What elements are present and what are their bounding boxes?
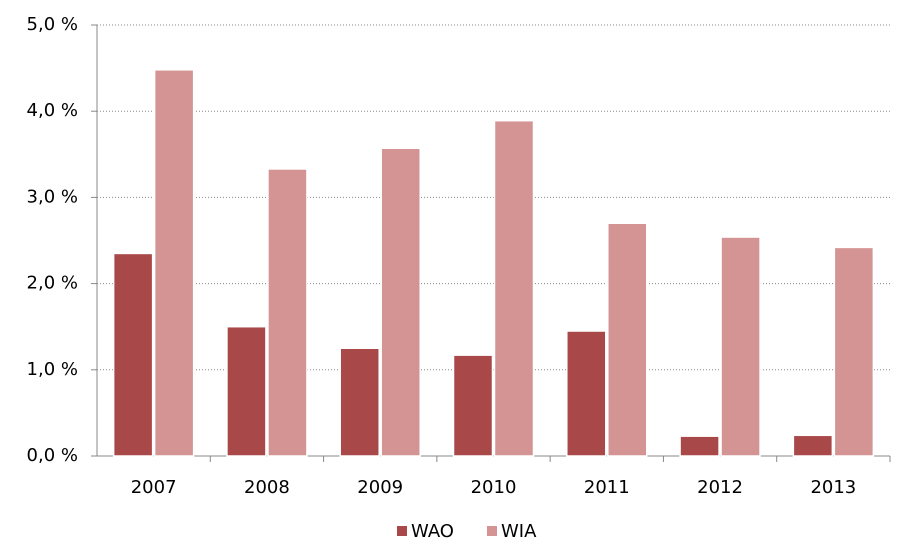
bar bbox=[267, 168, 308, 457]
y-tick-label: 0,0 % bbox=[27, 445, 78, 466]
bar bbox=[566, 330, 607, 457]
bar bbox=[380, 147, 421, 457]
bar bbox=[720, 236, 761, 457]
y-tick-label: 4,0 % bbox=[27, 100, 78, 121]
bar bbox=[607, 222, 648, 457]
legend-label: WIA bbox=[501, 521, 537, 542]
legend-label: WAO bbox=[411, 521, 454, 542]
y-tick-label: 5,0 % bbox=[27, 14, 78, 35]
bar bbox=[452, 354, 494, 457]
legend-swatch bbox=[397, 526, 407, 536]
x-tick-label: 2008 bbox=[244, 477, 290, 498]
x-tick-label: 2011 bbox=[584, 477, 630, 498]
bar bbox=[833, 246, 875, 457]
y-tick-label: 1,0 % bbox=[27, 359, 78, 380]
bar bbox=[792, 434, 834, 457]
x-tick-label: 2009 bbox=[357, 477, 403, 498]
x-tick-label: 2007 bbox=[131, 477, 177, 498]
legend-swatch bbox=[487, 526, 497, 536]
bar bbox=[153, 69, 195, 457]
bar bbox=[339, 347, 380, 457]
y-tick-label: 3,0 % bbox=[27, 186, 78, 207]
bar bbox=[112, 252, 154, 457]
bar bbox=[679, 435, 720, 457]
bar bbox=[493, 119, 535, 457]
x-tick-label: 2013 bbox=[810, 477, 856, 498]
y-tick-label: 2,0 % bbox=[27, 273, 78, 294]
x-tick-label: 2010 bbox=[471, 477, 517, 498]
bar bbox=[226, 325, 267, 457]
x-tick-label: 2012 bbox=[697, 477, 743, 498]
